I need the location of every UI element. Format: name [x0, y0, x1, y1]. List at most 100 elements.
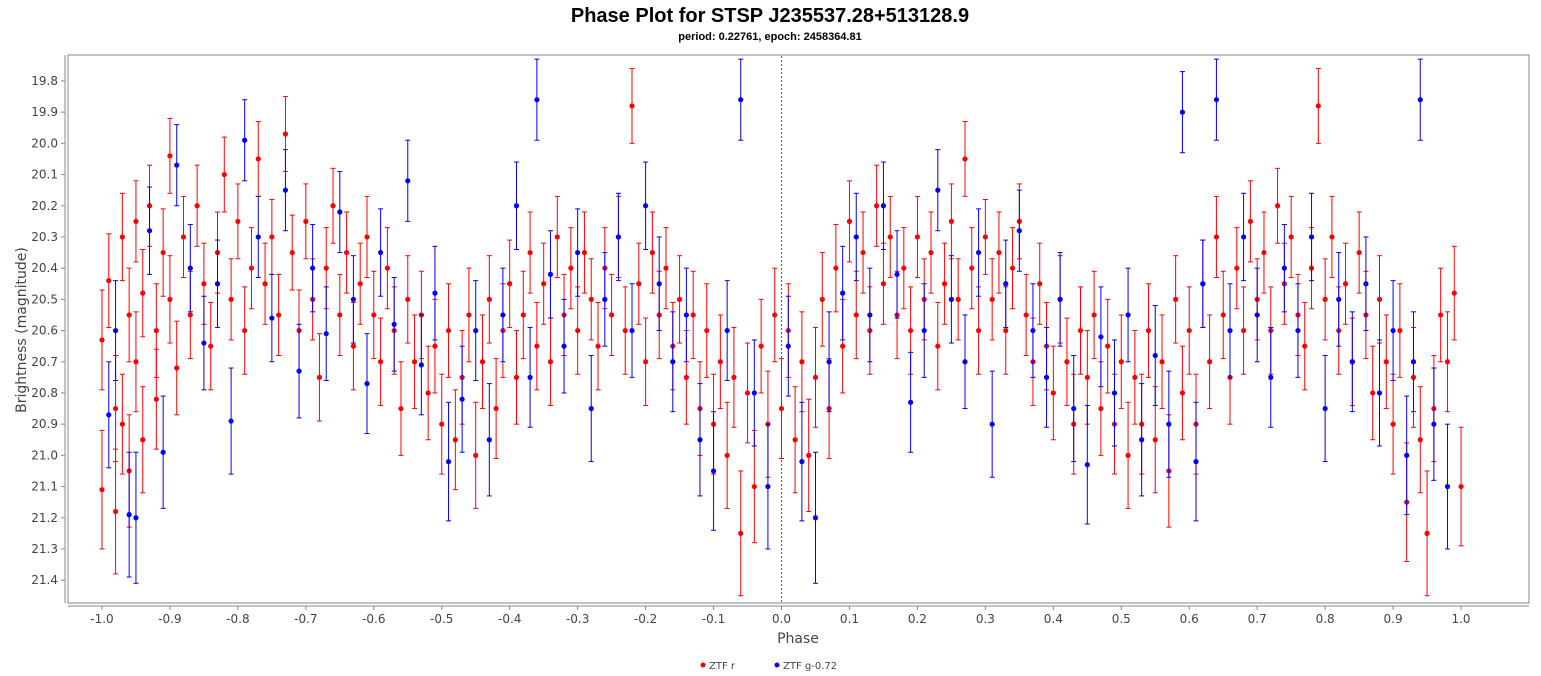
ztf-g-point: [1417, 97, 1423, 103]
ztf-r-point: [914, 234, 921, 240]
ztf-g-point: [1003, 281, 1009, 287]
ztf-r-point: [1240, 327, 1247, 334]
ztf-g-point: [751, 390, 757, 396]
ztf-g-point: [201, 340, 207, 346]
y-axis-label: Brightness (magnitude): [14, 247, 30, 413]
ztf-r-point: [1179, 390, 1186, 396]
y-tick-label: 20.4: [31, 261, 58, 275]
ztf-g-point: [1152, 352, 1158, 359]
ztf-r-point: [269, 234, 275, 240]
ztf-r-point: [248, 265, 255, 271]
ztf-g-point: [1179, 109, 1186, 115]
legend-marker-ztf-r: [700, 662, 706, 668]
ztf-r-point: [751, 483, 757, 490]
ztf-r-point: [874, 203, 880, 209]
x-tick-label: 1.0: [1451, 612, 1470, 626]
ztf-r-point: [629, 103, 635, 109]
ztf-g-point: [1349, 359, 1355, 365]
ztf-r-point: [717, 359, 723, 365]
ztf-g-point: [615, 234, 622, 240]
ztf-g-point: [547, 271, 554, 277]
ztf-r-point: [1132, 374, 1138, 380]
ztf-r-point: [901, 265, 907, 271]
ztf-g-point: [670, 359, 676, 365]
plot-area: [64, 54, 1530, 607]
ztf-r-point: [330, 203, 336, 209]
ztf-r-point: [724, 452, 730, 458]
ztf-r-point: [384, 265, 390, 271]
ztf-r-point: [1390, 421, 1396, 427]
ztf-g-point: [602, 296, 608, 302]
x-tick-label: 0.6: [1180, 612, 1199, 626]
y-tick-label: 21.2: [31, 511, 58, 525]
ztf-r-point: [303, 218, 309, 224]
ztf-r-point: [445, 327, 452, 334]
ztf-g-point: [812, 515, 819, 521]
ztf-g-point: [1295, 327, 1301, 334]
ztf-g-point: [1030, 327, 1036, 334]
ztf-r-point: [133, 218, 139, 224]
ztf-g-point: [350, 296, 357, 302]
ztf-r-point: [1356, 249, 1362, 256]
ztf-g-point: [445, 459, 452, 465]
ztf-r-point: [1274, 203, 1281, 209]
ztf-g-point: [242, 137, 248, 143]
ztf-g-point: [418, 362, 424, 368]
ztf-r-point: [371, 312, 377, 318]
ztf-g-point: [908, 399, 914, 405]
ztf-r-point: [541, 281, 547, 287]
ztf-g-point: [1410, 359, 1417, 365]
ztf-r-point: [282, 131, 289, 137]
ztf-r-point: [643, 359, 649, 365]
legend-label-ztf-g: ZTF g-0.72: [783, 661, 837, 672]
ztf-r-point: [704, 327, 710, 334]
ztf-r-point: [262, 281, 268, 287]
ztf-r-point: [493, 405, 499, 412]
ztf-g-point: [738, 97, 744, 103]
x-tick-label: -0.3: [566, 612, 589, 626]
x-tick-label: -0.7: [294, 612, 317, 626]
ztf-r-point: [853, 312, 859, 318]
ztf-r-point: [112, 405, 119, 412]
y-tick-label: 20.1: [31, 168, 58, 182]
ztf-r-point: [527, 249, 533, 256]
x-tick-label: 0.2: [908, 612, 927, 626]
y-tick-label: 21.4: [31, 573, 58, 587]
ztf-r-point: [140, 437, 146, 443]
ztf-g-point: [1111, 390, 1118, 396]
ztf-g-point: [867, 312, 873, 318]
x-tick-label: -0.9: [158, 612, 181, 626]
ztf-r-point: [948, 218, 954, 224]
ztf-r-point: [595, 343, 601, 349]
ztf-g-point: [840, 290, 846, 296]
ztf-g-point: [561, 343, 567, 349]
ztf-r-point: [1383, 359, 1389, 365]
ztf-r-point: [235, 218, 241, 224]
legend-label-ztf-r: ZTF r: [709, 661, 736, 672]
ztf-r-point: [140, 290, 146, 296]
ztf-r-point: [153, 327, 159, 334]
x-tick-label: -0.8: [226, 612, 249, 626]
ztf-r-point: [289, 249, 295, 256]
plot-border: [67, 54, 1530, 604]
ztf-g-point: [282, 187, 289, 193]
ztf-r-point: [1397, 327, 1403, 334]
ztf-r-point: [860, 249, 866, 256]
ztf-r-point: [935, 343, 941, 349]
ztf-r-point: [1451, 290, 1457, 296]
ztf-r-point: [738, 530, 744, 536]
ztf-r-point: [778, 405, 785, 412]
ztf-r-point: [969, 265, 975, 271]
y-tick-label: 21.0: [31, 448, 58, 462]
ztf-g-point: [391, 321, 397, 327]
ztf-r-point: [1247, 218, 1253, 224]
ztf-r-point: [1159, 359, 1165, 365]
ztf-r-point: [1084, 374, 1090, 380]
ztf-r-point: [1023, 312, 1029, 318]
ztf-r-point: [1050, 390, 1056, 396]
ztf-g-point: [364, 381, 370, 387]
x-tick-label: 0.0: [772, 612, 791, 626]
y-tick-label: 20.5: [31, 292, 58, 306]
ztf-g-point: [1322, 405, 1328, 412]
